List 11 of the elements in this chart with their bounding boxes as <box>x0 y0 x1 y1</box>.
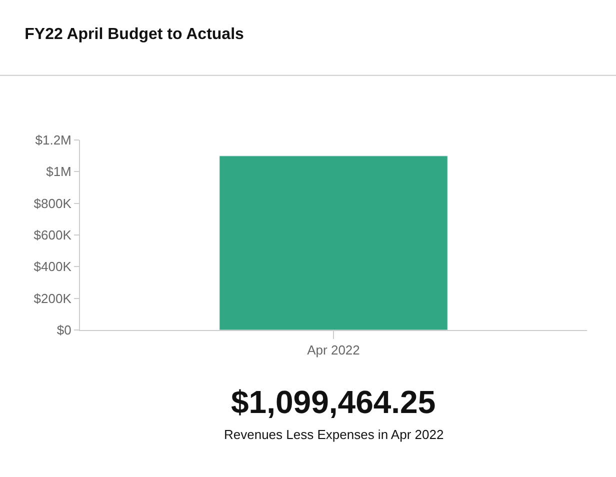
y-tick-label: $0 <box>56 322 72 338</box>
y-tick-label: $1M <box>46 164 72 180</box>
y-tick-label: $400K <box>34 259 72 274</box>
y-tick-label: $200K <box>34 290 72 306</box>
y-tick-label: $1.2M <box>35 132 72 148</box>
chart-title: FY22 April Budget to Actuals <box>24 26 244 43</box>
text: Revenues Less Expenses in Apr 2022 <box>224 427 444 442</box>
x-tick-label: Apr 2022 <box>307 342 360 358</box>
y-tick-label: $800K <box>34 196 72 211</box>
text: $1,099,464.25 <box>231 384 436 420</box>
y-tick-label: $600K <box>34 228 72 243</box>
